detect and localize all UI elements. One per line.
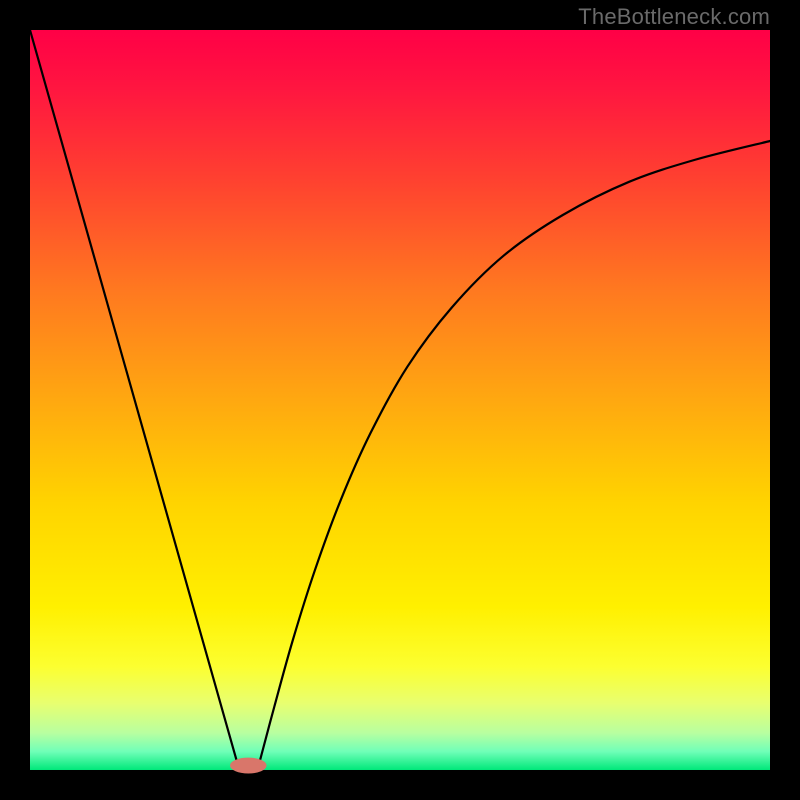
- chart-stage: TheBottleneck.com: [0, 0, 800, 800]
- bottleneck-curve: [30, 30, 770, 763]
- curve-overlay: [0, 0, 800, 800]
- optimum-marker: [231, 758, 267, 773]
- watermark-text: TheBottleneck.com: [578, 4, 770, 30]
